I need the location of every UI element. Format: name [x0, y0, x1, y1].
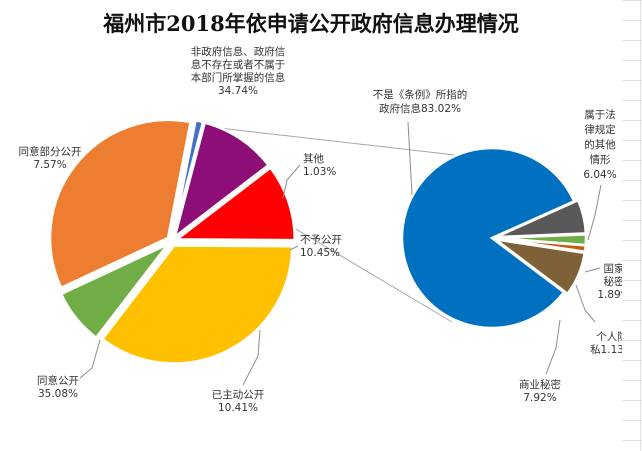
- main-slice-value-agree: 35.08%: [38, 388, 78, 400]
- sub-slice-label-privacy: 个人隐: [596, 331, 622, 343]
- main-slice-partial: [59, 242, 170, 340]
- connector-line-top: [194, 124, 456, 156]
- sub-slice-label-state: 秘密: [604, 275, 623, 288]
- sub-slice-label-legal: 情形: [590, 153, 611, 166]
- sub-slice-label-notreg: 政府信息83.02%: [379, 102, 461, 115]
- chart-card[interactable]: 福州市2018年依申请公开政府信息办理情况 非政府信息、政府信 息不存在或者不属于…: [0, 0, 622, 451]
- sub-slice-value-state: 1.89%: [597, 289, 622, 301]
- pie-of-pie-chart: 福州市2018年依申请公开政府信息办理情况 非政府信息、政府信息不存在或者不属于…: [19, 11, 623, 414]
- sub-slice-notreg: [400, 146, 576, 330]
- main-slice-value-other: 1.03%: [303, 166, 336, 178]
- main-slice-value-partial: 7.57%: [33, 159, 66, 171]
- sub-slice-label-notreg: 不是《条例》所指的: [373, 88, 468, 101]
- main-slice-label-deny: 不予公开: [300, 234, 342, 246]
- main-slice-label-nongov: 息不存在或者不属于: [191, 58, 286, 71]
- sub-slice-value-legal: 6.04%: [583, 169, 616, 181]
- main-slice-label-partial: 同意部分公开: [19, 145, 82, 158]
- sub-slice-label-state: 国家: [604, 262, 623, 275]
- sub-slice-commercial: [494, 238, 587, 296]
- leader-line-legal: [587, 184, 602, 241]
- leader-line-deny: [289, 245, 299, 251]
- main-slice-value-deny: 10.45%: [300, 247, 340, 259]
- leader-lines: [79, 121, 602, 386]
- chart-title: 福州市2018年依申请公开政府信息办理情况: [102, 11, 518, 36]
- sub-slice-label-legal: 律规定: [584, 123, 616, 136]
- main-slice-label-nongov: 非政府信息、政府信: [191, 45, 286, 58]
- leader-line-commercial: [545, 319, 561, 375]
- leader-line-state: [584, 267, 601, 273]
- main-slice-label-agree: 同意公开: [37, 374, 79, 387]
- main-slice-label-other: 其他: [303, 152, 324, 165]
- main-slice-label-nongov: 本部门所掌握的信息: [191, 71, 286, 84]
- sub-slice-label-legal: 属于法: [584, 108, 616, 121]
- main-slice-value-proactive: 10.41%: [218, 402, 258, 414]
- main-slice-proactive: [173, 165, 296, 242]
- main-slice-other: [171, 118, 205, 237]
- sub-pie: [400, 146, 588, 330]
- main-slice-nongov: [48, 118, 192, 290]
- leader-line-agree: [79, 339, 101, 379]
- sub-slice-label-commercial: 商业秘密: [519, 378, 561, 391]
- leader-line-privacy: [575, 284, 596, 323]
- sub-slice-value-commercial: 7.92%: [523, 392, 556, 404]
- main-slice-agree: [100, 244, 294, 365]
- main-slice-deny: [172, 121, 271, 241]
- main-slice-value-nongov: 34.74%: [218, 85, 258, 97]
- leader-line-other: [282, 164, 301, 199]
- sub-slice-label-privacy: 私1.13%: [590, 344, 622, 356]
- main-slice-label-proactive: 已主动公开: [212, 389, 265, 401]
- leader-line-proactive: [242, 329, 261, 386]
- main-pie: [48, 118, 296, 365]
- sub-slice-label-legal: 的其他: [584, 138, 616, 151]
- leader-line-notreg: [407, 121, 413, 196]
